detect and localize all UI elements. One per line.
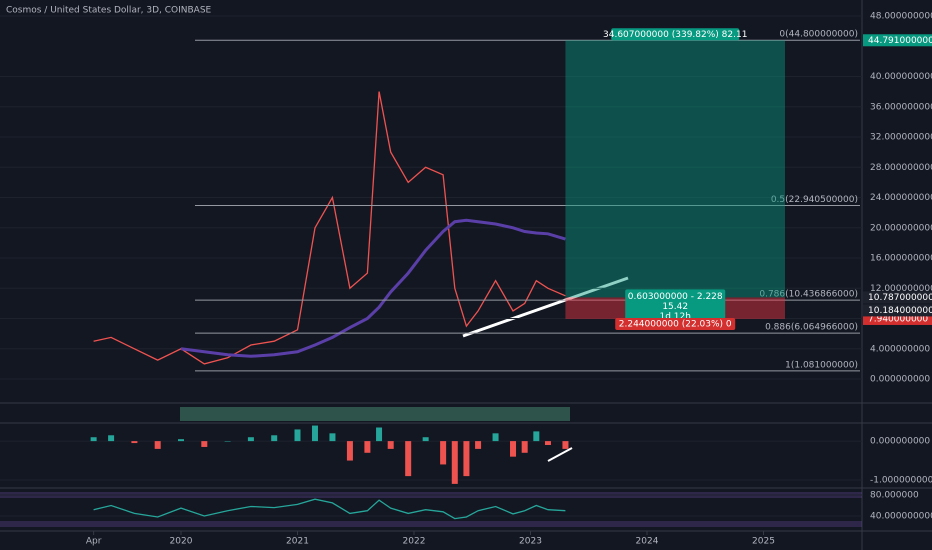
price-tag-label: 10.787000000 xyxy=(868,293,932,303)
macd-bar xyxy=(387,441,394,449)
fib-label: 1(1.081000000) xyxy=(785,360,858,370)
price-tag xyxy=(863,34,932,47)
macd-bar xyxy=(201,441,208,447)
y-tick-label: 16.000000000 xyxy=(870,254,932,264)
x-tick-label: 2020 xyxy=(170,537,193,547)
macd-bar xyxy=(492,433,499,442)
volume-band xyxy=(180,407,570,421)
stats-label: 15.42 xyxy=(662,302,688,312)
price-axis xyxy=(862,0,932,550)
trend-line xyxy=(547,447,573,462)
y-tick-label: 24.000000000 xyxy=(870,193,932,203)
x-tick-label: 2024 xyxy=(636,537,659,547)
macd-bar xyxy=(364,441,371,453)
price-tag xyxy=(863,291,932,304)
stats-label: 1d 12h xyxy=(659,312,690,322)
y-tick-label: -1.000000000 xyxy=(870,476,932,486)
macd-bar xyxy=(224,441,231,442)
macd-bar xyxy=(422,437,429,442)
x-tick-label: 2023 xyxy=(519,537,542,547)
label-box xyxy=(625,289,726,324)
macd-bar xyxy=(131,441,138,444)
macd-bar xyxy=(329,433,336,442)
countdown-label: 10.184000000 xyxy=(868,306,932,316)
series-line xyxy=(180,218,566,358)
chart-title: Cosmos / United States Dollar, 3D, COINB… xyxy=(6,6,212,16)
x-tick-label: 2021 xyxy=(286,537,309,547)
macd-bar xyxy=(451,441,458,484)
profit-zone xyxy=(565,40,785,298)
label-box xyxy=(615,317,736,330)
fib-label: 0.5(22.940500000) xyxy=(771,195,858,205)
macd-bar xyxy=(533,431,540,442)
y-tick-label: 4.000000000 xyxy=(870,344,930,354)
series-line xyxy=(93,498,566,520)
macd-bar xyxy=(475,441,482,449)
y-tick-label: 36.000000000 xyxy=(870,102,932,112)
y-tick-label: 40.000000000 xyxy=(870,72,932,82)
x-tick-label: Apr xyxy=(86,537,102,547)
price-tag-label: 44.791000000 xyxy=(868,36,932,46)
macd-bar xyxy=(376,427,383,442)
stop-label: 2.244000000 (22.03%) 0 xyxy=(619,319,732,329)
macd-bar xyxy=(440,441,447,465)
y-tick-label: 32.000000000 xyxy=(870,133,932,143)
price-tag-label: 7.940000000 xyxy=(868,314,928,324)
stats-label: 0.603000000 - 2.228 xyxy=(628,292,723,302)
macd-bar xyxy=(346,441,353,461)
x-tick-label: 2022 xyxy=(403,537,426,547)
fib-label: 0.786(10.436866000) xyxy=(759,290,858,300)
y-tick-label: 0.000000000 xyxy=(870,437,930,447)
y-tick-label: 40.000000000 xyxy=(870,511,932,521)
macd-bar xyxy=(510,441,517,457)
y-tick-label: 80.000000 xyxy=(870,490,919,500)
macd-bar xyxy=(108,435,115,442)
macd-bar xyxy=(271,435,278,442)
rsi-band xyxy=(0,521,862,527)
macd-bar xyxy=(247,437,254,442)
target-label: 34.607000000 (339.82%) 82.11 xyxy=(603,30,747,40)
fib-label: 0(44.800000000) xyxy=(779,30,858,40)
series-line xyxy=(93,91,566,365)
macd-bar xyxy=(154,441,161,449)
x-tick-label: 2025 xyxy=(752,537,775,547)
macd-bar xyxy=(178,439,184,442)
macd-bar xyxy=(463,441,470,477)
macd-bar xyxy=(544,441,551,445)
macd-bar xyxy=(311,425,318,442)
y-tick-label: 12.000000000 xyxy=(870,284,932,294)
macd-bar xyxy=(405,441,412,477)
y-tick-label: 20.000000000 xyxy=(870,223,932,233)
countdown-tag xyxy=(863,304,932,317)
y-tick-label: 48.000000000 xyxy=(870,12,932,22)
macd-bar xyxy=(562,441,569,449)
fib-label: 0.886(6.064966000) xyxy=(765,323,858,333)
trend-line xyxy=(462,276,629,338)
label-box xyxy=(611,28,740,41)
macd-bar xyxy=(294,429,301,442)
y-tick-label: 0.000000000 xyxy=(870,375,930,385)
y-tick-label: 28.000000000 xyxy=(870,163,932,173)
macd-bar xyxy=(90,437,97,442)
macd-bar xyxy=(521,441,528,453)
